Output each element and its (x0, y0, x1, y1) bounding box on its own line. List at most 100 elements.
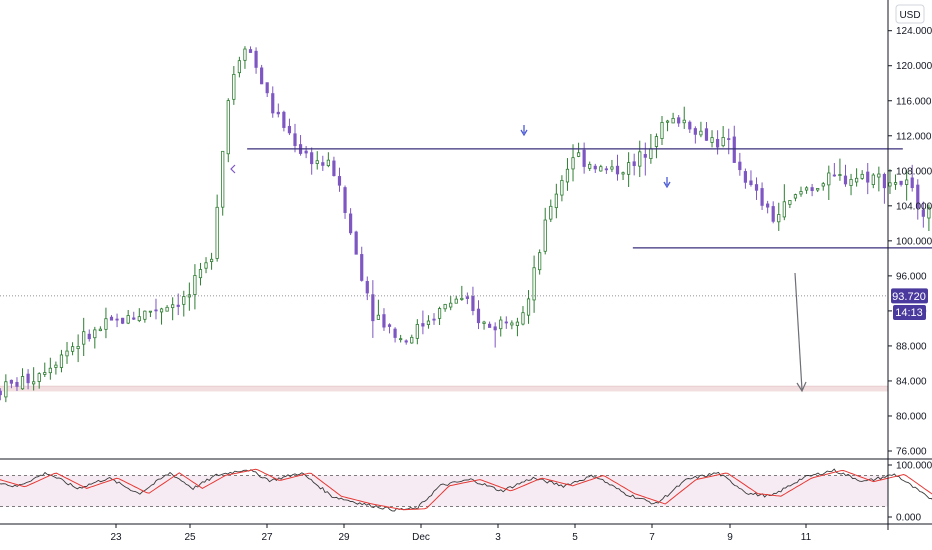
candle (193, 264, 197, 310)
candle-body (504, 321, 508, 324)
candle (59, 349, 64, 373)
candle (226, 98, 230, 163)
usd-badge[interactable]: USD (895, 4, 925, 24)
candle (877, 166, 881, 192)
candle (777, 202, 781, 231)
candle (565, 158, 570, 191)
candle (855, 168, 859, 187)
candle (376, 299, 381, 320)
candle (499, 316, 503, 337)
candle (159, 307, 164, 325)
candle (849, 173, 853, 196)
candle (549, 199, 553, 223)
candle (432, 313, 436, 325)
candle (265, 82, 269, 98)
candle-body (799, 191, 803, 195)
candle (721, 126, 725, 148)
candle-body (399, 338, 403, 341)
candle-body (282, 111, 286, 128)
candle-body (226, 100, 230, 155)
candle (627, 152, 631, 188)
candle (510, 320, 514, 330)
price-tick-label: 84.000 (896, 376, 927, 387)
candle (382, 308, 386, 331)
down-arrow-marker-1 (520, 125, 528, 137)
candle-body (860, 173, 864, 179)
candle (232, 66, 236, 105)
candle-body (699, 130, 703, 136)
candle (115, 313, 119, 328)
candle (176, 293, 180, 316)
candle (699, 121, 703, 138)
candle-body (171, 304, 175, 309)
candle-body (32, 381, 36, 385)
candle (393, 327, 397, 343)
candle-body (349, 213, 353, 234)
candle (793, 193, 798, 202)
axes-layer (0, 0, 932, 530)
candle-body (510, 322, 514, 326)
candle-body (810, 187, 814, 192)
candle-body (921, 209, 925, 217)
stoch-k-line (0, 468, 932, 512)
candle (121, 317, 125, 325)
candle-body (254, 50, 258, 68)
candle (916, 179, 920, 220)
candle-body (816, 188, 820, 191)
candle-body (482, 321, 486, 324)
candle (204, 257, 208, 274)
candle-body (365, 281, 369, 294)
candle-body (882, 173, 887, 189)
candle-body (827, 172, 831, 186)
candle-body (649, 148, 653, 159)
candle-body (276, 111, 280, 115)
candle-body (832, 174, 836, 177)
candle-body (843, 175, 848, 185)
candle (482, 320, 486, 330)
projection-head (796, 381, 807, 393)
candle (137, 308, 141, 323)
price-tick-label: 76.000 (896, 447, 927, 458)
candle (782, 184, 786, 221)
candle (209, 252, 214, 270)
candle-body (137, 316, 141, 322)
candle-body (627, 162, 631, 175)
candle-body (721, 137, 725, 147)
candle (215, 194, 219, 262)
candle (65, 341, 69, 364)
candle (9, 379, 14, 389)
price-tick-label: 108.000 (896, 166, 932, 177)
candle (243, 46, 247, 69)
candles-layer (0, 46, 931, 403)
candle-body (237, 60, 241, 74)
candle-body (660, 122, 664, 139)
candle-body (838, 174, 842, 176)
candle-body (855, 177, 859, 183)
candle (0, 388, 2, 401)
candle (454, 295, 458, 304)
candle (560, 175, 564, 202)
candle (643, 142, 647, 176)
candle-body (905, 179, 909, 185)
candle (677, 114, 681, 127)
candle-body (26, 373, 30, 384)
candle (843, 164, 848, 187)
candle-body (821, 183, 825, 187)
candle-body (65, 350, 69, 357)
candle-body (54, 364, 58, 368)
candle (910, 164, 914, 192)
candle-body (343, 187, 347, 213)
candle (665, 119, 670, 132)
candle-body (93, 329, 97, 339)
candle (710, 130, 714, 148)
price-tick-label: 80.000 (896, 411, 927, 422)
candle (343, 185, 347, 219)
candle-body (310, 152, 314, 165)
candle (754, 177, 759, 200)
candle (810, 183, 814, 197)
candle-body (76, 346, 80, 350)
candle-body (132, 317, 136, 320)
support-zone (0, 386, 888, 392)
candle (610, 159, 614, 173)
